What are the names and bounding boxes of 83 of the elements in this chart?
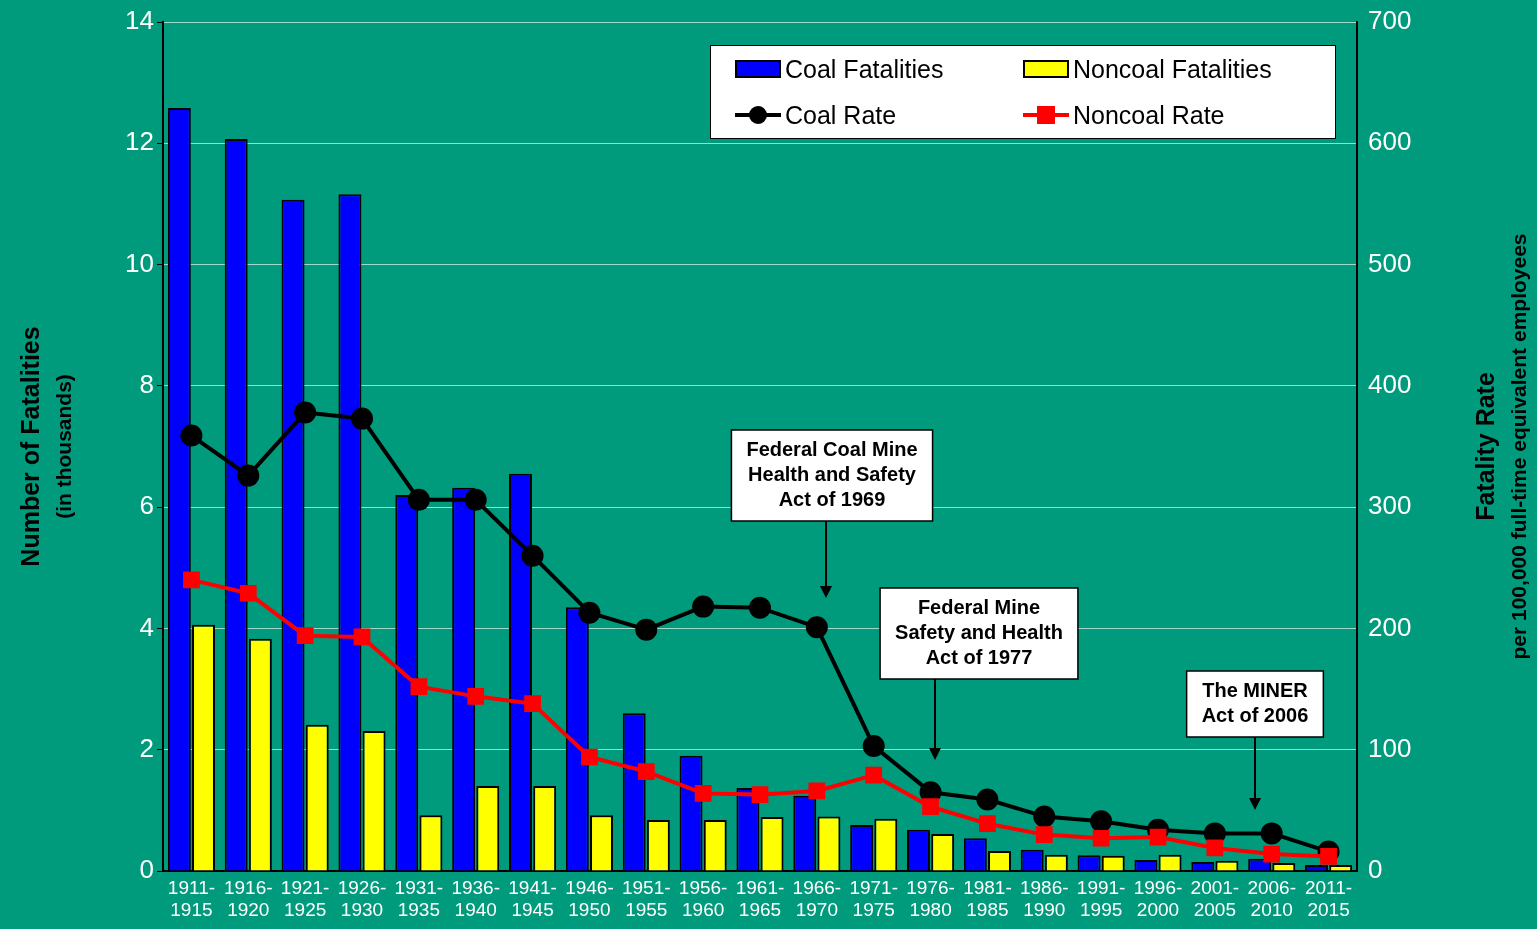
point xyxy=(296,627,314,645)
point xyxy=(578,601,601,624)
x-tick-label: 1921-1925 xyxy=(280,876,330,921)
x-tick-label: 1911-1915 xyxy=(167,876,216,921)
x-tick-label: 1966-1970 xyxy=(792,876,842,921)
point xyxy=(1263,845,1281,863)
y2-tick-label: 600 xyxy=(1368,126,1412,157)
point xyxy=(351,407,373,430)
y-tick-label: 14 xyxy=(125,5,154,36)
y2-tick-label: 500 xyxy=(1368,247,1412,278)
x-tick-label: 2011-2015 xyxy=(1304,876,1353,921)
point xyxy=(751,786,769,803)
point xyxy=(808,782,826,800)
legend-label: Coal Fatalities xyxy=(785,54,944,84)
legend-label: Noncoal Rate xyxy=(1073,100,1225,130)
point xyxy=(1260,822,1283,845)
annotation: Federal Coal Mine Health and Safety Act of 1969 xyxy=(746,438,918,511)
point xyxy=(922,798,939,816)
legend-label: Coal Rate xyxy=(785,100,897,130)
x-tick-label: 1936-1940 xyxy=(451,876,501,921)
y-tick-label: 6 xyxy=(139,490,154,521)
y2-tick-label: 700 xyxy=(1368,5,1412,36)
x-tick-label: 1996-2000 xyxy=(1133,876,1183,921)
annotation: Federal Mine Safety and Health Act of 1977 xyxy=(895,596,1063,669)
point xyxy=(637,763,655,780)
point xyxy=(464,488,487,511)
point xyxy=(353,628,371,646)
x-tick-label: 2006-2010 xyxy=(1247,876,1297,921)
x-tick-label: 1986-1990 xyxy=(1019,876,1069,921)
point xyxy=(467,687,485,705)
y2-axis-title: Fatality Rate per 100,000 full-time equivalent employees xyxy=(1470,233,1530,660)
y-tick-label: 4 xyxy=(139,611,154,642)
x-tick-label: 1931-1935 xyxy=(394,876,444,921)
x-tick-label: 1961-1965 xyxy=(735,876,785,921)
point xyxy=(1092,829,1110,847)
point xyxy=(976,788,999,811)
y2-tick-label: 100 xyxy=(1368,732,1412,763)
point xyxy=(692,595,715,618)
x-tick-label: 1951-1955 xyxy=(621,876,671,921)
x-tick-label: 1956-1960 xyxy=(678,876,728,921)
y2-tick-label: 300 xyxy=(1368,490,1412,521)
y2-tick-label: 400 xyxy=(1368,369,1412,400)
point xyxy=(979,815,996,833)
point xyxy=(183,571,200,589)
y-tick-label: 12 xyxy=(125,126,154,157)
x-tick-label: 1941-1945 xyxy=(508,876,557,921)
legend-label: Noncoal Fatalities xyxy=(1073,54,1272,84)
point xyxy=(524,695,541,712)
x-tick-label: 1916-1920 xyxy=(223,876,273,921)
point xyxy=(805,616,828,639)
point xyxy=(410,678,428,696)
point xyxy=(407,488,430,511)
point xyxy=(749,596,771,619)
y-axis-title: Number of Fatalities (in thousands) xyxy=(15,326,75,567)
point xyxy=(1035,826,1053,843)
point xyxy=(294,401,317,424)
y-tick-label: 8 xyxy=(139,369,154,400)
y2-tick-label: 200 xyxy=(1368,611,1412,642)
point xyxy=(694,785,712,802)
point xyxy=(521,544,544,567)
x-tick-label: 2001-2005 xyxy=(1190,876,1240,921)
x-tick-label: 1971-1975 xyxy=(849,876,899,921)
y-tick-label: 10 xyxy=(125,247,154,278)
y-tick-label: 0 xyxy=(139,854,154,885)
x-tick-label: 1976-1980 xyxy=(906,876,955,921)
point xyxy=(862,735,885,758)
point xyxy=(865,766,883,784)
point xyxy=(581,748,598,766)
x-tick-label: 1991-1995 xyxy=(1076,876,1126,921)
y2-tick-label: 0 xyxy=(1368,854,1383,885)
point xyxy=(237,464,260,487)
annotation: The MINER Act of 2006 xyxy=(1201,679,1309,727)
x-tick-label: 1926-1930 xyxy=(337,876,387,921)
y-tick-label: 2 xyxy=(139,732,154,763)
point xyxy=(239,584,257,602)
point xyxy=(1149,828,1167,846)
point xyxy=(1090,810,1113,833)
x-tick-label: 1981-1985 xyxy=(963,876,1012,921)
point xyxy=(1033,805,1056,828)
point xyxy=(1206,839,1224,857)
x-tick-label: 1946-1950 xyxy=(565,876,614,921)
point xyxy=(180,424,203,447)
point xyxy=(635,618,658,641)
